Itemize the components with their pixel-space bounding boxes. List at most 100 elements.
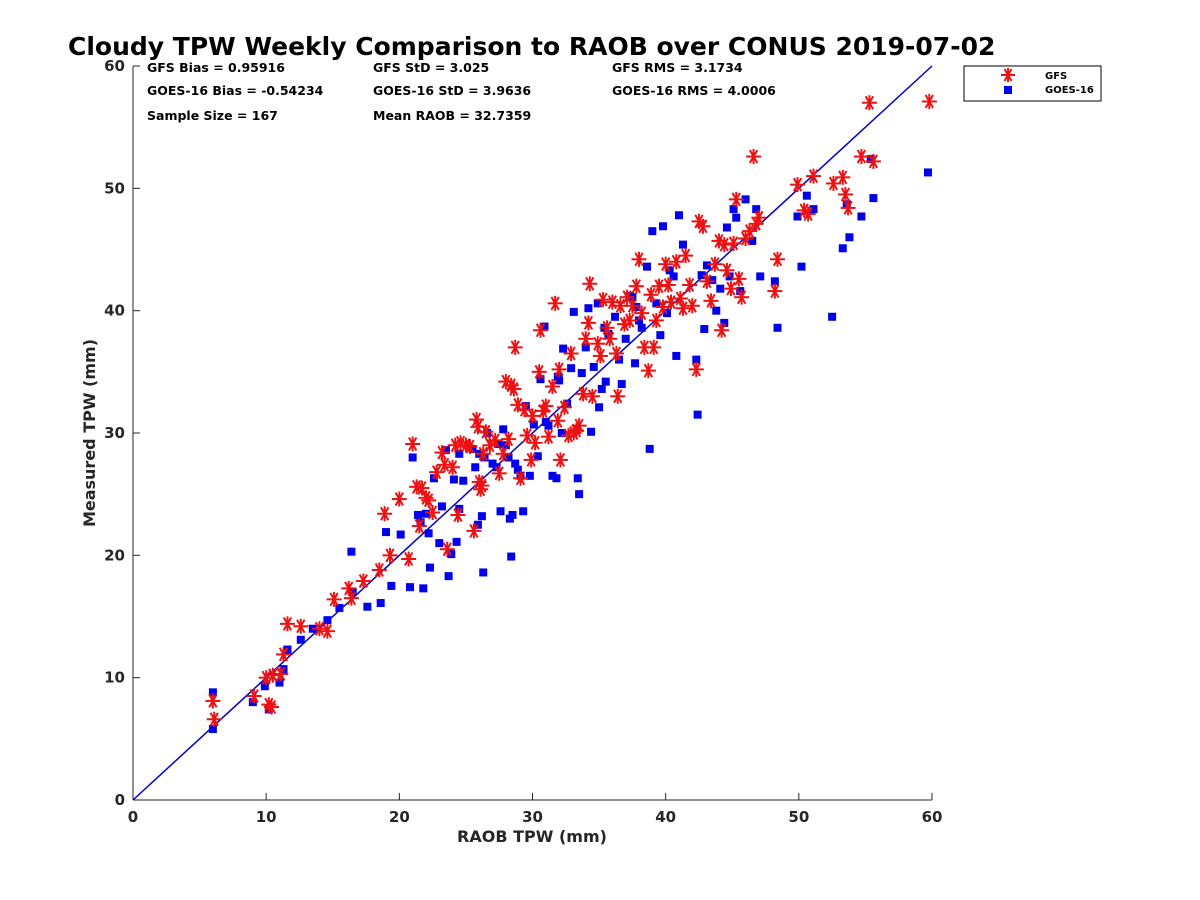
y-tick-label: 20 [104, 546, 125, 564]
goes16-point [540, 322, 549, 331]
goes16-point [635, 316, 644, 325]
y-tick-label: 0 [115, 791, 125, 809]
gfs-point [527, 435, 543, 451]
gfs-point [491, 465, 507, 481]
gfs-point [293, 618, 309, 634]
gfs-point [551, 361, 567, 377]
gfs-point [273, 666, 289, 682]
gfs-point [746, 149, 762, 165]
goes16-point [248, 698, 257, 707]
gfs-point [658, 256, 674, 272]
goes16-point [511, 459, 520, 468]
y-tick-label: 60 [104, 57, 125, 75]
stat-goes-rms: GOES-16 RMS = 4.0006 [612, 83, 776, 98]
x-axis-label: RAOB TPW (mm) [457, 827, 607, 846]
gfs-point [563, 345, 579, 361]
goes16-point [741, 195, 750, 204]
gfs-point [544, 379, 560, 395]
goes16-point [455, 449, 464, 458]
gfs-point [523, 452, 539, 468]
gfs-point [688, 361, 704, 377]
goes16-point [656, 331, 665, 340]
gfs-point [767, 283, 783, 299]
legend-gfs-marker [1001, 68, 1015, 82]
gfs-point [501, 431, 517, 447]
goes16-point [708, 276, 717, 285]
y-axis-label: Measured TPW (mm) [80, 339, 99, 527]
goes16-point [797, 262, 806, 271]
gfs-point [682, 277, 698, 293]
gfs-point [716, 237, 732, 253]
goes16-point [838, 244, 847, 253]
gfs-point [643, 287, 659, 303]
goes16-point [552, 474, 561, 483]
goes16-point [536, 375, 545, 384]
gfs-point [646, 339, 662, 355]
gfs-point [319, 623, 335, 639]
goes16-point [924, 168, 933, 177]
goes16-point [348, 588, 357, 597]
goes16-point [275, 678, 284, 687]
gfs-point [640, 363, 656, 379]
y-tick-label: 10 [104, 669, 125, 687]
goes16-point [437, 502, 446, 511]
gfs-point [205, 693, 221, 709]
legend-box [963, 65, 1102, 102]
goes16-point [363, 602, 372, 611]
gfs-point [462, 438, 478, 454]
gfs-point [445, 459, 461, 475]
goes16-point [589, 362, 598, 371]
goes16-point [604, 329, 613, 338]
goes16-point [555, 376, 564, 385]
gfs-point [571, 418, 587, 434]
gfs-point [275, 646, 291, 662]
stat-gfs-std: GFS StD = 3.025 [373, 60, 489, 75]
gfs-point [602, 331, 618, 347]
goes16-point [601, 377, 610, 386]
goes16-point [802, 191, 811, 200]
goes16-point [611, 312, 620, 321]
goes16-point [479, 568, 488, 577]
gfs-point [474, 478, 490, 494]
goes16-point [712, 306, 721, 315]
gfs-point [519, 427, 535, 443]
gfs-point [531, 364, 547, 380]
gfs-point [610, 388, 626, 404]
gfs-point [731, 271, 747, 287]
gfs-point [421, 492, 437, 508]
gfs-point [714, 322, 730, 338]
gfs-point [695, 218, 711, 234]
gfs-point [595, 292, 611, 308]
gfs-point [619, 289, 635, 305]
goes16-point [544, 421, 553, 430]
goes16-point [866, 154, 875, 163]
gfs-point [837, 186, 853, 202]
goes16-point [857, 212, 866, 221]
goes16-point [449, 475, 458, 484]
legend-goes-label: GOES-16 [1045, 85, 1094, 96]
chart-title: Cloudy TPW Weekly Comparison to RAOB ove… [68, 32, 995, 61]
gfs-point [405, 436, 421, 452]
gfs-point [805, 168, 821, 184]
goes16-point [643, 262, 652, 271]
series-gfs [205, 93, 937, 727]
goes16-point [752, 205, 761, 214]
gfs-point [825, 175, 841, 191]
goes16-point [770, 277, 779, 286]
goes16-point [659, 222, 668, 231]
gfs-point [742, 223, 758, 239]
gfs-point [622, 312, 638, 328]
goes16-point [748, 236, 757, 245]
goes16-point [507, 552, 516, 561]
goes16-point [499, 425, 508, 434]
goes16-point [447, 550, 456, 559]
gfs-point [513, 470, 529, 486]
gfs-point [382, 547, 398, 563]
goes16-point [716, 284, 725, 293]
gfs-point [495, 446, 511, 462]
goes16-point [732, 213, 741, 222]
gfs-point [437, 457, 453, 473]
goes16-point [424, 529, 433, 538]
goes16-point [452, 537, 461, 546]
goes16-point [504, 453, 513, 462]
